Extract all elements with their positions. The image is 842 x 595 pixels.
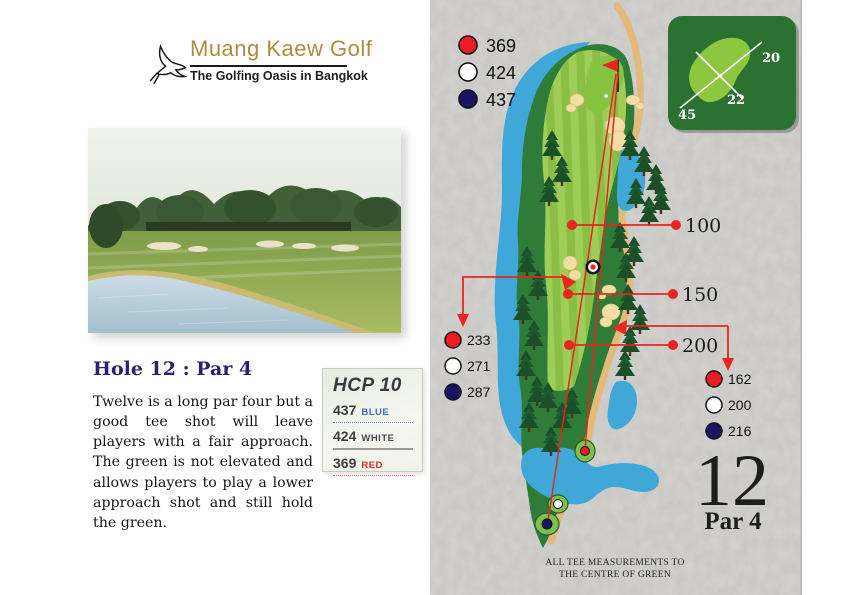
- right-red-value: 162: [728, 371, 752, 387]
- hcp-title: HCP 10: [333, 375, 402, 396]
- yardage-100-label: 100: [685, 215, 721, 237]
- distance-marker-icon: [585, 259, 601, 275]
- left-red-dot: [444, 331, 462, 349]
- legend-white-value: 424: [486, 63, 516, 83]
- right-red-dot: [705, 370, 723, 388]
- tee-legend: 369 424 437: [458, 35, 516, 110]
- hcp-divider-red: [333, 475, 413, 476]
- hcp-divider-blue: [333, 422, 413, 423]
- left-blue-dot: [444, 383, 462, 401]
- left-white-value: 271: [467, 358, 491, 374]
- right-white-dot: [705, 396, 723, 414]
- legend-white-dot: [458, 62, 478, 82]
- left-red-value: 233: [467, 332, 491, 348]
- left-blue-value: 287: [467, 384, 491, 400]
- left-carry-distances: 233 271 287: [444, 331, 491, 401]
- hcp-row-white: 424 WHITE: [333, 428, 413, 450]
- hcp-box: HCP 10 437 BLUE 424 WHITE 369 RED: [322, 368, 423, 476]
- course-photo: [88, 128, 401, 333]
- hcp-row-blue: 437 BLUE: [333, 402, 413, 423]
- green-inset: 20 22 45: [668, 16, 799, 133]
- hole-description: Twelve is a long par four but a good tee…: [93, 394, 314, 531]
- footnote-line-2: THE CENTRE OF GREEN: [559, 570, 671, 580]
- club-tagline: The Golfing Oasis in Bangkok: [190, 69, 368, 83]
- legend-red-dot: [458, 35, 478, 55]
- left-white-dot: [444, 357, 462, 375]
- hcp-divider-white: [333, 448, 413, 450]
- club-name: Muang Kaew Golf: [190, 36, 373, 61]
- right-white-value: 200: [728, 397, 752, 413]
- hole-map: 100 150 200 369 424 437: [430, 0, 802, 595]
- hole-par: Par 4: [704, 508, 762, 535]
- hcp-yards-red: 369: [333, 455, 357, 471]
- club-logo: Muang Kaew Golf The Golfing Oasis in Ban…: [148, 36, 408, 92]
- green-depth: 45: [678, 108, 696, 123]
- green-width-top: 20: [762, 51, 780, 66]
- hcp-yards-blue: 437: [333, 402, 357, 418]
- green-width-mid: 22: [727, 93, 745, 108]
- legend-blue-value: 437: [486, 90, 516, 110]
- swallow-bird-icon: [149, 44, 188, 85]
- hcp-yards-white: 424: [333, 428, 357, 444]
- yardage-200-label: 200: [682, 335, 718, 357]
- hcp-tee-white: WHITE: [361, 433, 395, 444]
- hcp-tee-blue: BLUE: [361, 407, 390, 418]
- logo-text: Muang Kaew Golf The Golfing Oasis in Ban…: [190, 36, 372, 83]
- logo-divider: [190, 65, 347, 67]
- hole-heading: Hole 12 : Par 4: [93, 358, 253, 380]
- map-panel: 100 150 200 369 424 437: [430, 0, 802, 595]
- footnote-line-1: ALL TEE MEASUREMENTS TO: [545, 558, 684, 568]
- hcp-row-red: 369 RED: [333, 455, 413, 476]
- right-blue-value: 216: [728, 423, 752, 439]
- right-carry-distances: 162 200 216: [705, 370, 752, 440]
- right-blue-dot: [705, 422, 723, 440]
- hole-number: 12: [695, 440, 769, 522]
- hcp-tee-red: RED: [361, 460, 383, 471]
- yardage-150-label: 150: [682, 284, 718, 306]
- legend-blue-dot: [458, 89, 478, 109]
- legend-red-value: 369: [486, 36, 516, 56]
